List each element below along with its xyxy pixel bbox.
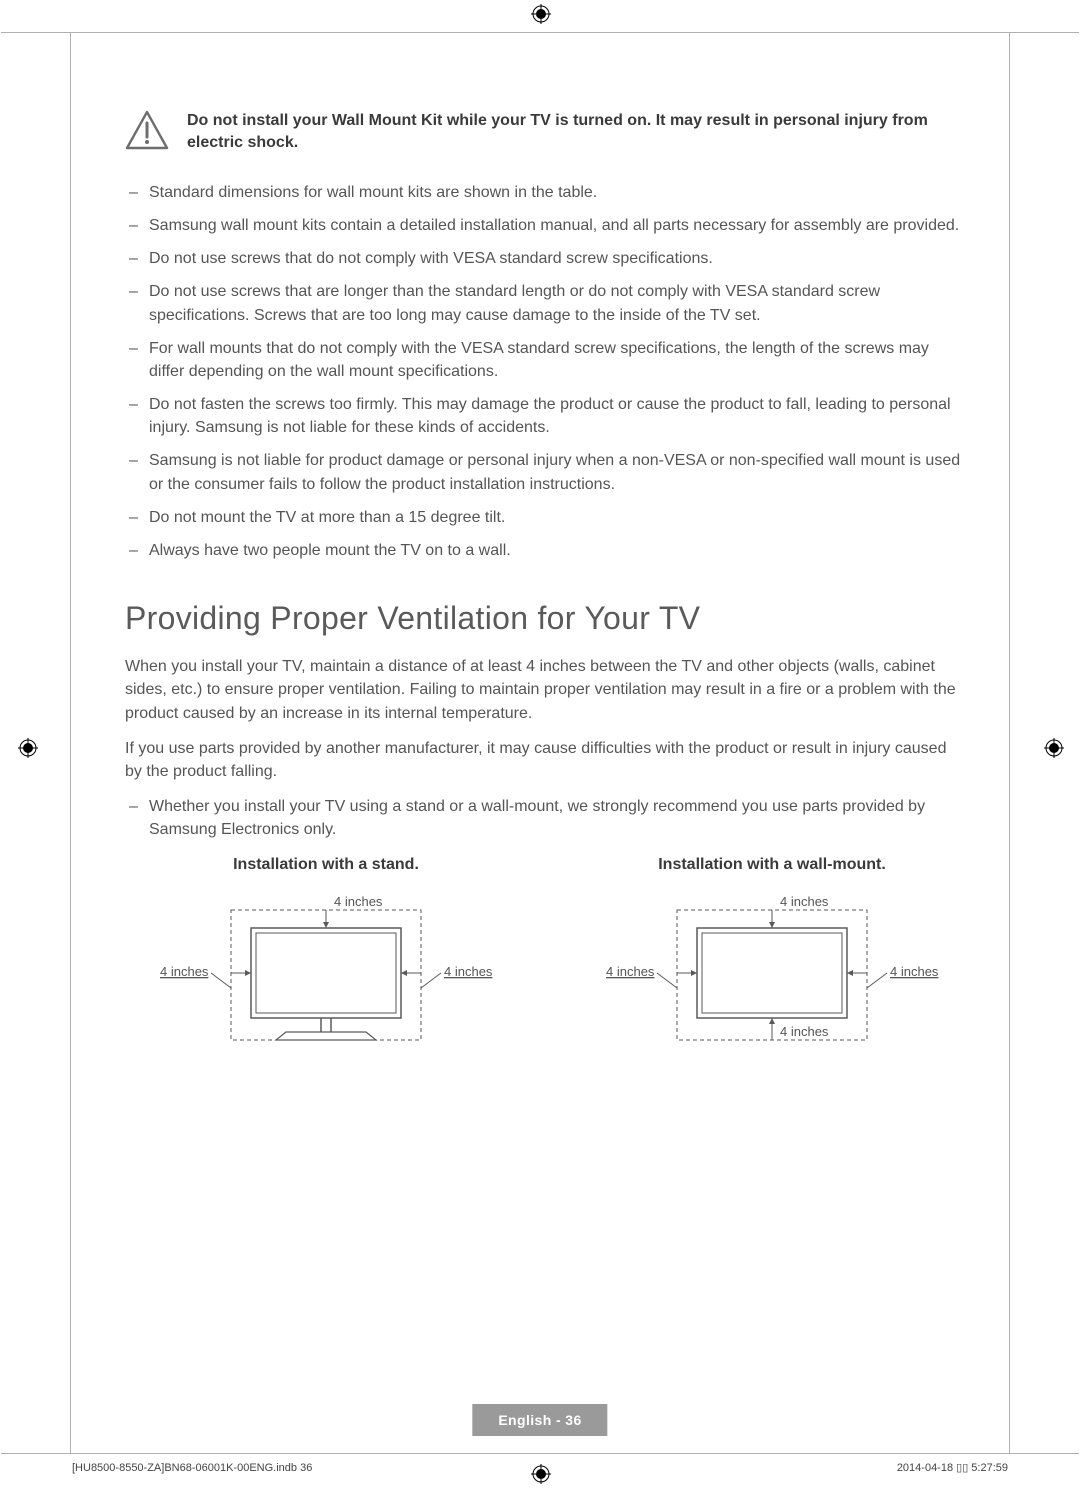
diagram-stand-svg: 4 inches 4 inches 4 inches bbox=[156, 888, 496, 1068]
label-top: 4 inches bbox=[780, 894, 829, 909]
page-content: Do not install your Wall Mount Kit while… bbox=[125, 110, 965, 1068]
paragraph-1: When you install your TV, maintain a dis… bbox=[125, 655, 965, 725]
warning-text: Do not install your Wall Mount Kit while… bbox=[187, 110, 965, 155]
bullet-item: Do not fasten the screws too firmly. Thi… bbox=[125, 393, 965, 439]
bullet-list-top: Standard dimensions for wall mount kits … bbox=[125, 181, 965, 562]
bullet-item: Do not mount the TV at more than a 15 de… bbox=[125, 506, 965, 529]
bullet-item: Do not use screws that do not comply wit… bbox=[125, 247, 965, 270]
label-bottom: 4 inches bbox=[780, 1024, 829, 1039]
label-right: 4 inches bbox=[890, 964, 939, 979]
diagram-stand-title: Installation with a stand. bbox=[133, 856, 519, 874]
diagram-stand: Installation with a stand. bbox=[133, 856, 519, 1068]
diagram-wall-title: Installation with a wall-mount. bbox=[579, 856, 965, 874]
registration-mark-left bbox=[18, 738, 36, 756]
print-meta-right: 2014-04-18 ▯▯ 5:27:59 bbox=[897, 1461, 1008, 1474]
bullet-item: Samsung is not liable for product damage… bbox=[125, 449, 965, 495]
bullet-item: Samsung wall mount kits contain a detail… bbox=[125, 214, 965, 237]
registration-mark-bottom bbox=[531, 1464, 549, 1482]
bullet-item: Always have two people mount the TV on t… bbox=[125, 539, 965, 562]
label-top: 4 inches bbox=[334, 894, 383, 909]
bullet-item: Whether you install your TV using a stan… bbox=[125, 795, 965, 841]
bullet-item: Do not use screws that are longer than t… bbox=[125, 280, 965, 326]
label-left: 4 inches bbox=[606, 964, 655, 979]
diagram-wall-svg: 4 inches 4 inches 4 inches 4 inches bbox=[602, 888, 942, 1068]
warning-icon bbox=[125, 110, 169, 150]
registration-mark-top bbox=[531, 4, 549, 22]
diagram-wall: Installation with a wall-mount. bbox=[579, 856, 965, 1068]
label-right: 4 inches bbox=[444, 964, 493, 979]
diagrams-row: Installation with a stand. bbox=[125, 856, 965, 1068]
paragraph-2: If you use parts provided by another man… bbox=[125, 737, 965, 783]
warning-block: Do not install your Wall Mount Kit while… bbox=[125, 110, 965, 155]
bullet-item: For wall mounts that do not comply with … bbox=[125, 337, 965, 383]
label-left: 4 inches bbox=[160, 964, 209, 979]
bullet-item: Standard dimensions for wall mount kits … bbox=[125, 181, 965, 204]
bullet-list-bottom: Whether you install your TV using a stan… bbox=[125, 795, 965, 841]
print-meta-left: [HU8500-8550-ZA]BN68-06001K-00ENG.indb 3… bbox=[72, 1462, 312, 1474]
page-number-tag: English - 36 bbox=[472, 1404, 607, 1436]
registration-mark-right bbox=[1044, 738, 1062, 756]
section-heading: Providing Proper Ventilation for Your TV bbox=[125, 600, 965, 637]
